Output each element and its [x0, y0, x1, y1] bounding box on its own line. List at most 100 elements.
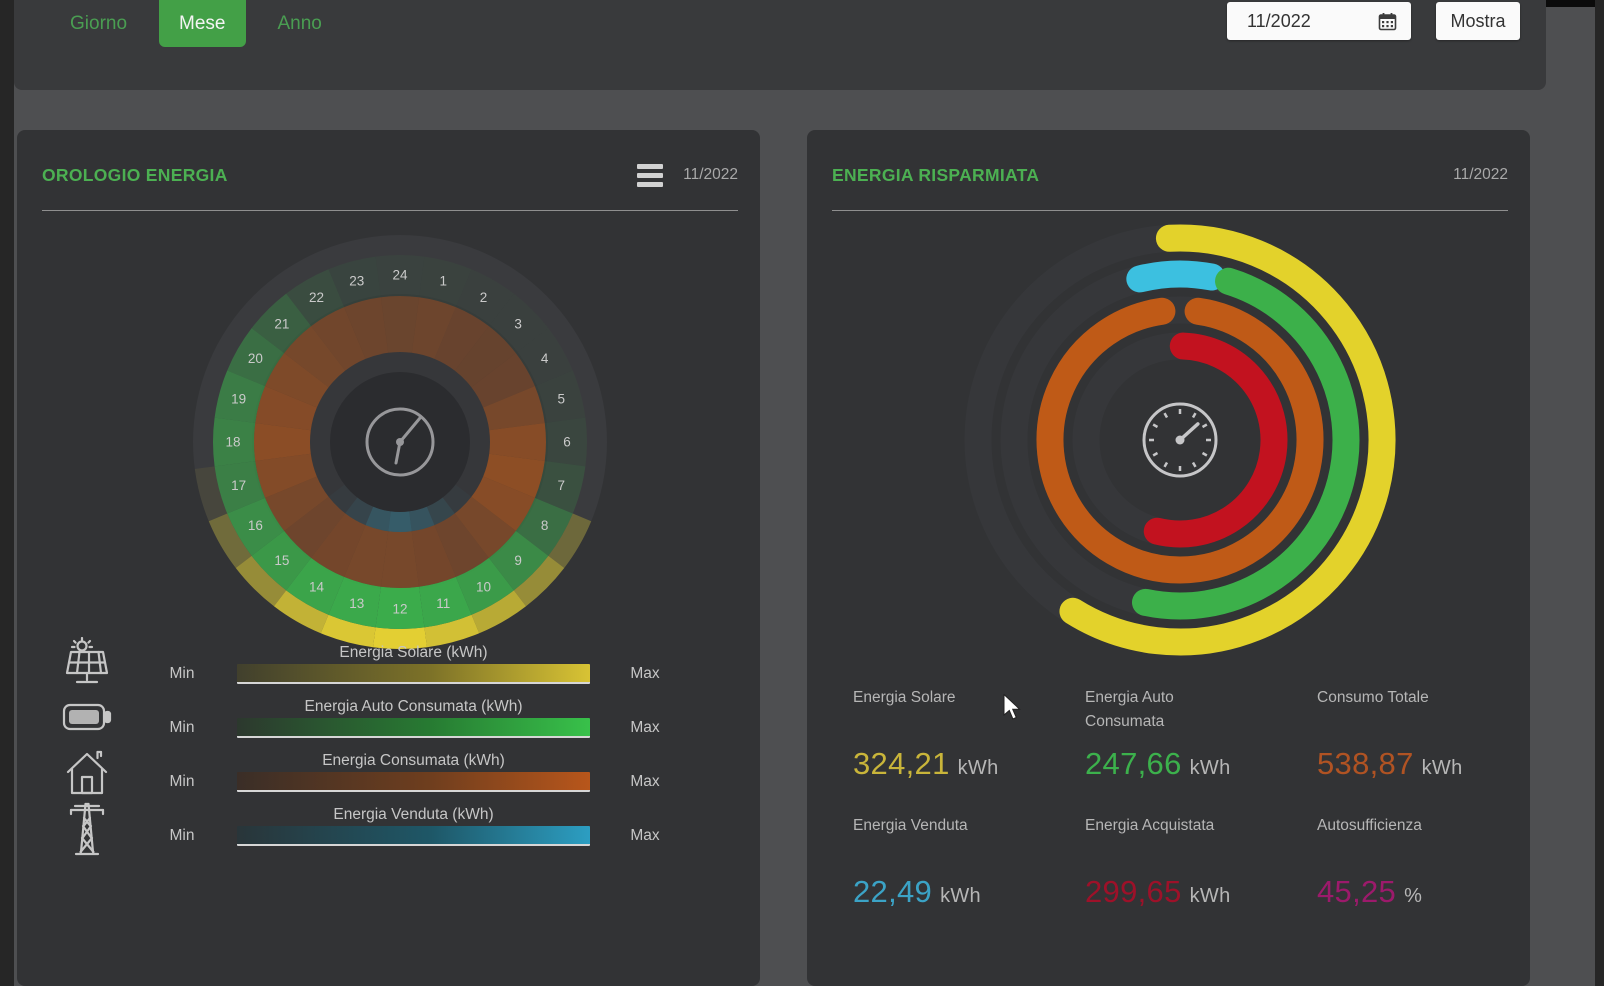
calendar-icon[interactable] — [1378, 12, 1397, 31]
stat-value: 22,49 — [853, 874, 933, 909]
divider — [42, 210, 738, 211]
legend-max: Max — [630, 827, 660, 844]
svg-text:20: 20 — [248, 351, 263, 366]
legend-label: Energia Venduta (kWh) — [333, 806, 494, 823]
stat-energia-solare: Energia Solare 324,21 kWh — [853, 686, 1085, 782]
legend-label: Energia Auto Consumata (kWh) — [304, 698, 523, 715]
stat-unit: kWh — [1421, 757, 1463, 779]
stat-consumo-totale: Consumo Totale 538,87 kWh — [1317, 686, 1549, 782]
stat-value: 247,66 — [1085, 746, 1182, 781]
divider — [832, 210, 1508, 211]
svg-text:16: 16 — [248, 518, 263, 533]
stat-value: 299,65 — [1085, 874, 1182, 909]
stat-unit: kWh — [957, 757, 999, 779]
svg-text:4: 4 — [541, 351, 549, 366]
clock-legend: Energia Solare (kWh) Min Max Energia Aut… — [47, 637, 700, 858]
stat-label: Consumo Totale — [1317, 689, 1429, 706]
stat-unit: kWh — [1189, 757, 1231, 779]
panel-energia-risparmiata: ENERGIA RISPARMIATA 11/2022 Energia Sola… — [807, 130, 1530, 986]
svg-text:15: 15 — [274, 553, 289, 568]
stat-unit: % — [1404, 885, 1423, 907]
legend-row-venduta: Energia Venduta (kWh) Min Max — [47, 802, 700, 856]
panel-header: ENERGIA RISPARMIATA 11/2022 — [832, 160, 1508, 190]
legend-max: Max — [630, 719, 660, 736]
panel-date: 11/2022 — [683, 166, 738, 183]
svg-text:17: 17 — [231, 478, 246, 493]
hamburger-menu-icon[interactable] — [635, 162, 665, 189]
panel-orologio-energia: OROLOGIO ENERGIA 11/2022 1 2 3 4 5 6 7 8 9 10 11 12… — [17, 130, 760, 986]
energy-stats-grid: Energia Solare 324,21 kWh Energia Auto Co… — [853, 686, 1520, 910]
energy-rings-chart — [964, 224, 1396, 656]
right-edge-bar — [1595, 0, 1604, 986]
toolbar-right: 11/2022 Mostra — [1227, 2, 1520, 40]
legend-min: Min — [169, 665, 195, 682]
pylon-icon — [69, 802, 105, 856]
svg-text:23: 23 — [349, 273, 364, 288]
svg-text:2: 2 — [480, 290, 488, 305]
date-input[interactable]: 11/2022 — [1227, 2, 1411, 40]
svg-text:13: 13 — [349, 596, 364, 611]
svg-text:6: 6 — [563, 435, 571, 450]
legend-label: Energia Solare (kWh) — [339, 644, 488, 661]
legend-min: Min — [169, 719, 195, 736]
svg-text:7: 7 — [558, 478, 566, 493]
svg-text:18: 18 — [225, 435, 240, 450]
stat-label: Energia Acquistata — [1085, 817, 1215, 834]
svg-text:24: 24 — [392, 268, 408, 283]
legend-max: Max — [630, 665, 660, 682]
stat-energia-venduta: Energia Venduta 22,49 kWh — [853, 814, 1085, 910]
period-tabs: Giorno Mese Anno — [64, 0, 328, 47]
svg-text:10: 10 — [476, 579, 491, 594]
panel-date: 11/2022 — [1453, 166, 1508, 183]
legend-max: Max — [630, 773, 660, 790]
stat-label: Autosufficienza — [1317, 817, 1422, 834]
house-icon — [66, 750, 108, 795]
stat-label: Energia Auto Consumata — [1085, 689, 1174, 731]
gradient-bar-venduta — [237, 826, 590, 846]
left-edge-bar — [0, 0, 14, 986]
stat-autosufficienza: Autosufficienza 45,25% — [1317, 814, 1549, 910]
page-title-risparmiata: ENERGIA RISPARMIATA — [832, 164, 1040, 185]
svg-text:9: 9 — [514, 553, 522, 568]
legend-min: Min — [169, 773, 195, 790]
gradient-bar-solare — [237, 664, 590, 684]
mostra-button[interactable]: Mostra — [1436, 2, 1520, 40]
svg-text:22: 22 — [309, 290, 324, 305]
date-input-value: 11/2022 — [1247, 10, 1311, 31]
stat-energia-auto-consumata: Energia Auto Consumata 247,66 kWh — [1085, 686, 1317, 782]
toolbar: Giorno Mese Anno 11/2022 Mostra — [14, 0, 1546, 90]
mouse-cursor — [1003, 694, 1021, 720]
svg-text:1: 1 — [439, 273, 447, 288]
panel-header: OROLOGIO ENERGIA 11/2022 — [42, 160, 738, 190]
svg-text:19: 19 — [231, 392, 246, 407]
gradient-bar-auto-consumata — [237, 718, 590, 738]
stat-value: 324,21 — [853, 746, 950, 781]
svg-text:21: 21 — [274, 317, 289, 332]
stat-label: Energia Solare — [853, 689, 956, 706]
svg-text:3: 3 — [514, 317, 522, 332]
svg-text:11: 11 — [436, 596, 450, 611]
legend-row-solare: Energia Solare (kWh) Min Max — [47, 637, 700, 684]
page-title-orologio: OROLOGIO ENERGIA — [42, 164, 228, 185]
gradient-bar-consumata — [237, 772, 590, 792]
svg-text:12: 12 — [392, 602, 407, 617]
legend-label: Energia Consumata (kWh) — [322, 752, 505, 769]
stat-label: Energia Venduta — [853, 817, 968, 834]
battery-icon — [62, 703, 112, 731]
tab-giorno[interactable]: Giorno — [64, 0, 133, 47]
svg-text:14: 14 — [309, 579, 325, 594]
stat-unit: kWh — [1189, 885, 1231, 907]
stat-energia-acquistata: Energia Acquistata 299,65 kWh — [1085, 814, 1317, 910]
solar-panel-icon — [65, 637, 109, 684]
legend-min: Min — [169, 827, 195, 844]
legend-row-consumata: Energia Consumata (kWh) Min Max — [47, 750, 700, 795]
stat-value: 538,87 — [1317, 746, 1414, 781]
legend-row-auto-consumata: Energia Auto Consumata (kWh) Min Max — [47, 696, 700, 738]
stat-value: 45,25 — [1317, 874, 1397, 909]
svg-text:5: 5 — [558, 392, 566, 407]
stat-unit: kWh — [940, 885, 981, 907]
tab-mese[interactable]: Mese — [159, 0, 246, 47]
svg-text:8: 8 — [541, 518, 549, 533]
tab-anno[interactable]: Anno — [272, 0, 328, 47]
